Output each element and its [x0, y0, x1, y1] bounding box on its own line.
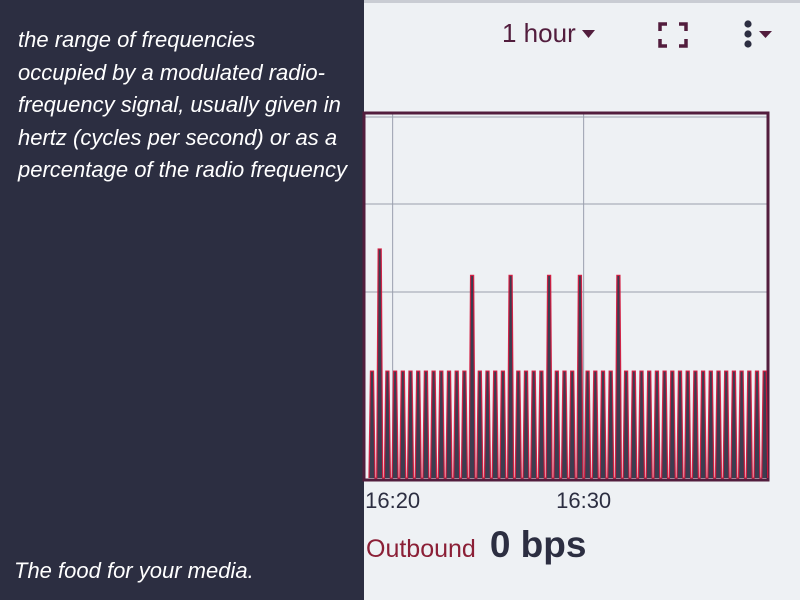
time-range-label: 1 hour	[502, 18, 576, 48]
fullscreen-icon[interactable]	[658, 22, 688, 48]
series-fill	[369, 249, 768, 478]
outbound-value: 0 bps	[489, 524, 587, 565]
kebab-menu-icon[interactable]	[740, 20, 780, 50]
bandwidth-widget: 1 hour 16:20 16:30 Outbound 0 bps	[362, 0, 800, 600]
chart-frame	[362, 111, 770, 482]
outbound-stat: Outbound 0 bps	[366, 524, 586, 566]
definition-panel: the range of frequencies occupied by a m…	[0, 0, 364, 600]
series-line	[368, 248, 769, 479]
x-tick-label: 16:20	[365, 488, 420, 513]
caret-down-icon	[581, 29, 595, 38]
time-range-dropdown[interactable]: 1 hour	[502, 18, 595, 49]
definition-text: the range of frequencies occupied by a m…	[18, 27, 348, 182]
tagline: The food for your media.	[14, 558, 254, 583]
outbound-label: Outbound	[366, 535, 476, 563]
bandwidth-chart: 16:20 16:30	[362, 111, 770, 513]
x-tick-label: 16:30	[556, 488, 611, 513]
